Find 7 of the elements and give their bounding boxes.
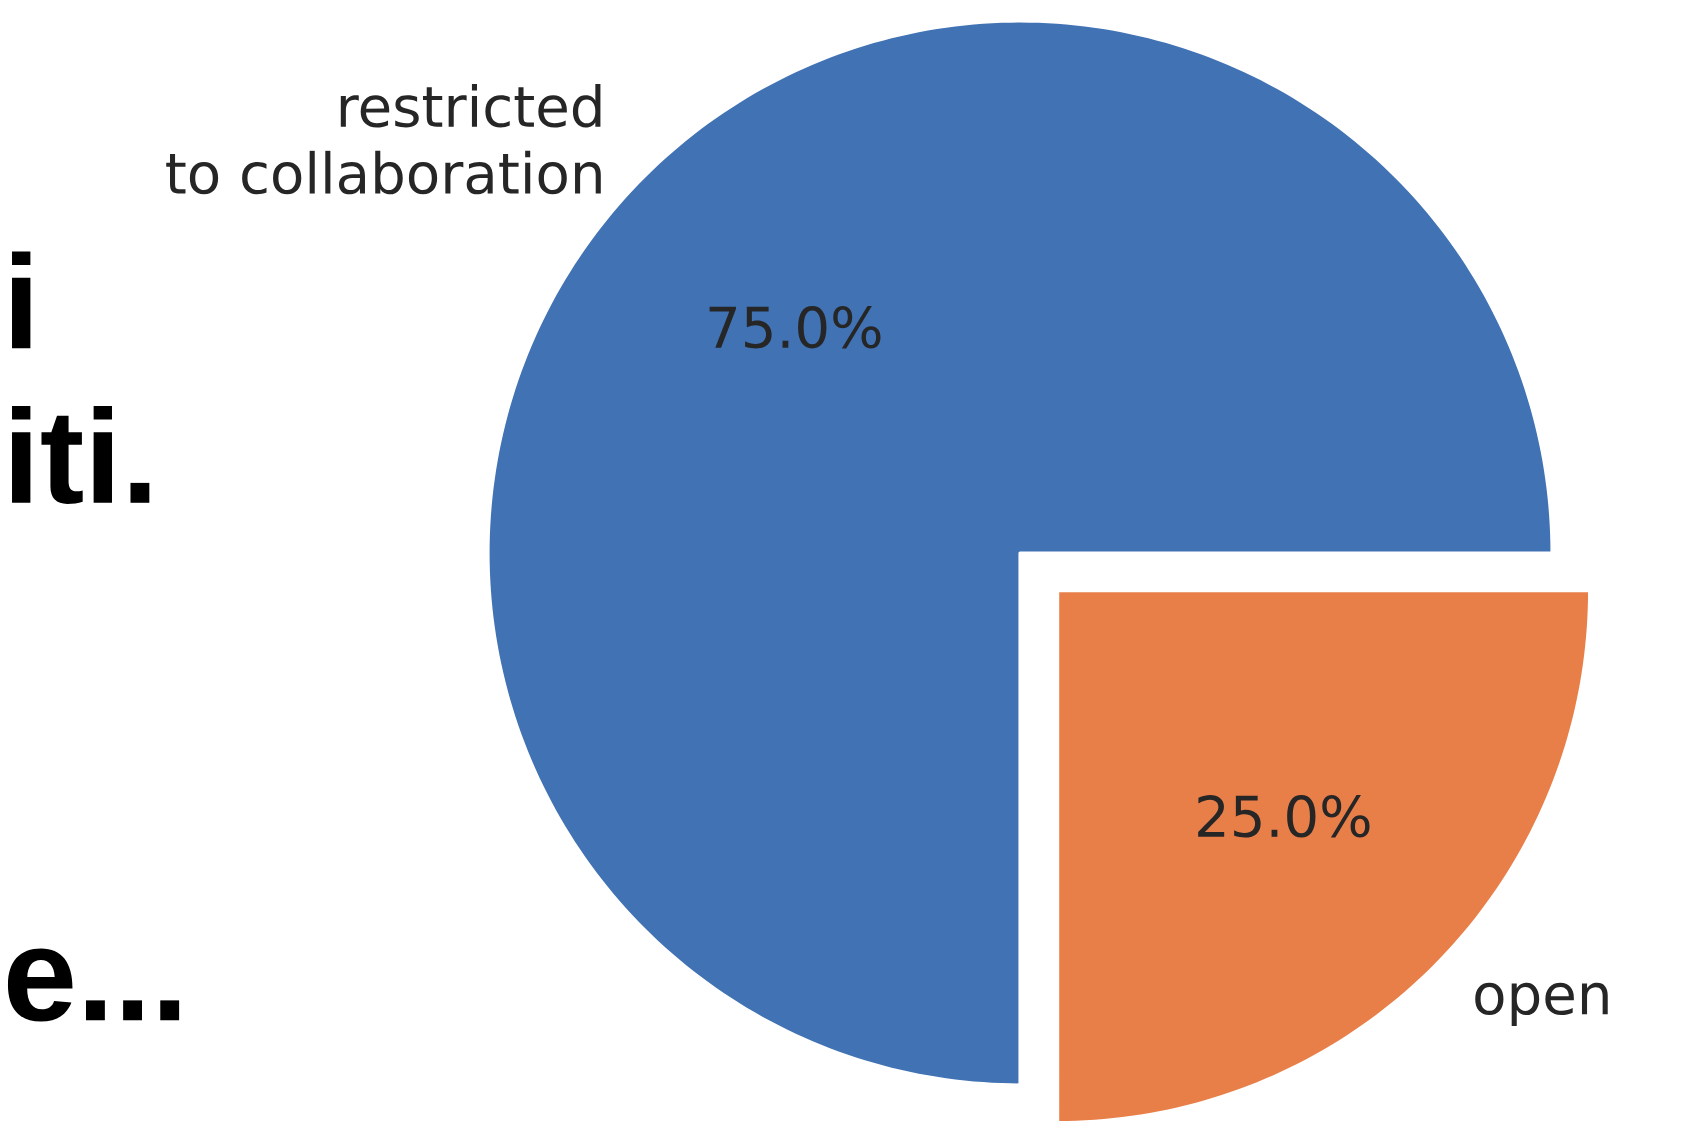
text: e... <box>7 948 180 1022</box>
text: iti. <box>12 405 150 504</box>
slice-label: open <box>1475 982 1608 1026</box>
text: i <box>12 251 31 349</box>
data-label: 25.0% <box>1198 795 1370 838</box>
data-label: 75.0% <box>709 306 881 349</box>
slice-label: restricted to collaboration <box>166 84 601 195</box>
